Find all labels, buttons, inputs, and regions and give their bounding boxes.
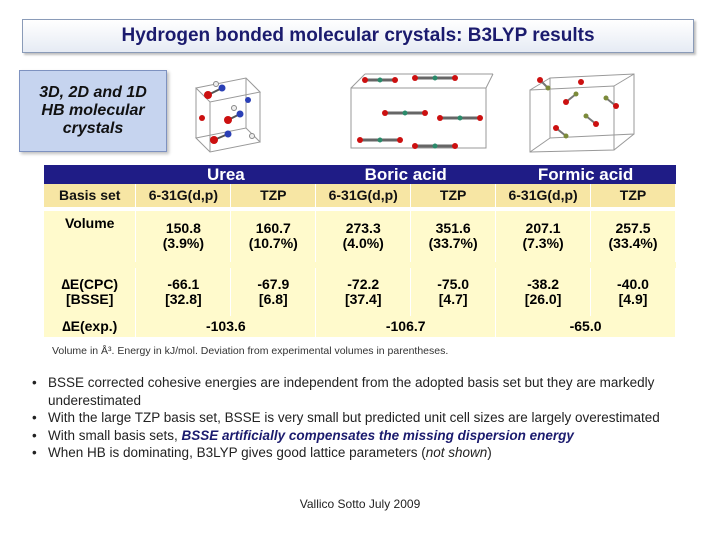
volume-deviation: (33.7%) <box>428 235 478 252</box>
crystals-label-box: 3D, 2D and 1D HB molecular crystals <box>19 70 167 152</box>
bullet-list: BSSE corrected cohesive energies are ind… <box>30 374 694 462</box>
basis-cell: 6-31G(d,p) <box>315 183 412 207</box>
bsse-value: [4.7] <box>438 291 468 308</box>
table-row-eexp: ∆E(exp.) -103.6 -106.7 -65.0 <box>44 316 676 337</box>
volume-value: 257.5 <box>615 220 651 237</box>
bsse-value: [6.8] <box>258 291 288 308</box>
ecpc-value: -75.0 <box>437 276 470 293</box>
urea-crystal-image <box>194 77 262 153</box>
volume-deviation: (10.7%) <box>248 235 298 252</box>
emphasis-text: BSSE artificially compensates the missin… <box>181 427 574 443</box>
slide-footer: Vallico Sotto July 2009 <box>299 497 421 511</box>
row-label-volume: Volume <box>44 210 137 262</box>
volume-value: 150.8 <box>165 220 201 237</box>
ecpc-value: -66.1 <box>167 276 200 293</box>
bullet-item: With the large TZP basis set, BSSE is ve… <box>30 409 694 427</box>
table-caption: Volume in Å³. Energy in kJ/mol. Deviatio… <box>52 345 449 357</box>
formic-acid-crystal-image <box>529 73 635 153</box>
label-line-3: crystals <box>62 120 124 137</box>
bullet-item: With small basis sets, BSSE artificially… <box>30 427 694 445</box>
row-label-eexp: ∆E(exp.) <box>44 316 137 337</box>
basis-cell: 6-31G(d,p) <box>495 183 592 207</box>
eexp-value: -106.7 <box>315 316 497 337</box>
volume-deviation: (7.3%) <box>522 235 564 252</box>
eexp-value: -103.6 <box>135 316 317 337</box>
ecpc-value: -67.9 <box>257 276 290 293</box>
bullet-item: BSSE corrected cohesive energies are ind… <box>30 374 694 409</box>
label-line-2: HB molecular <box>41 102 145 119</box>
basis-cell: TZP <box>410 183 497 207</box>
bsse-value: [37.4] <box>344 291 382 308</box>
basis-set-header: Basis set <box>44 183 137 207</box>
basis-cell: TZP <box>590 183 676 207</box>
group-boric-acid: Boric acid <box>315 165 496 184</box>
bsse-value: [4.9] <box>618 291 648 308</box>
table-row-volume: Volume 150.8 (3.9%) 160.7 (10.7%) 273.3 (4.… <box>44 210 676 262</box>
basis-cell: 6-31G(d,p) <box>135 183 232 207</box>
label-line-1: 3D, 2D and 1D <box>39 84 147 101</box>
slide-title-box: Hydrogen bonded molecular crystals: B3LY… <box>22 19 694 53</box>
group-urea: Urea <box>135 165 316 184</box>
row-label-bsse: [BSSE] <box>65 291 114 308</box>
ecpc-value: -40.0 <box>617 276 649 293</box>
basis-cell: TZP <box>230 183 317 207</box>
volume-value: 351.6 <box>435 220 471 237</box>
table-row-ecpc: ∆E(CPC) [BSSE] -66.1 [32.8] -67.9 [6.8] -72… <box>44 268 676 317</box>
ecpc-value: -38.2 <box>527 276 560 293</box>
bsse-value: [26.0] <box>524 291 562 308</box>
table-group-header-row: Urea Boric acid Formic acid <box>44 165 676 184</box>
group-formic-acid: Formic acid <box>495 165 676 184</box>
volume-deviation: (33.4%) <box>608 235 658 252</box>
italic-text: not shown <box>425 445 488 460</box>
volume-deviation: (3.9%) <box>162 235 204 252</box>
bsse-value: [32.8] <box>165 291 202 308</box>
results-table: Urea Boric acid Formic acid Basis set 6-… <box>44 165 676 337</box>
volume-value: 160.7 <box>255 220 291 237</box>
boric-acid-crystal-image <box>350 73 494 149</box>
ecpc-value: -72.2 <box>347 276 380 293</box>
volume-deviation: (4.0%) <box>342 235 384 252</box>
table-basis-row: Basis set 6-31G(d,p) TZP 6-31G(d,p) TZP … <box>44 183 676 207</box>
slide-title: Hydrogen bonded molecular crystals: B3LY… <box>121 25 595 46</box>
volume-value: 207.1 <box>525 220 561 237</box>
bullet-item: When HB is dominating, B3LYP gives good … <box>30 444 694 462</box>
volume-value: 273.3 <box>345 220 381 237</box>
row-label-ecpc: ∆E(CPC) <box>61 276 119 293</box>
eexp-value: -65.0 <box>495 316 676 337</box>
